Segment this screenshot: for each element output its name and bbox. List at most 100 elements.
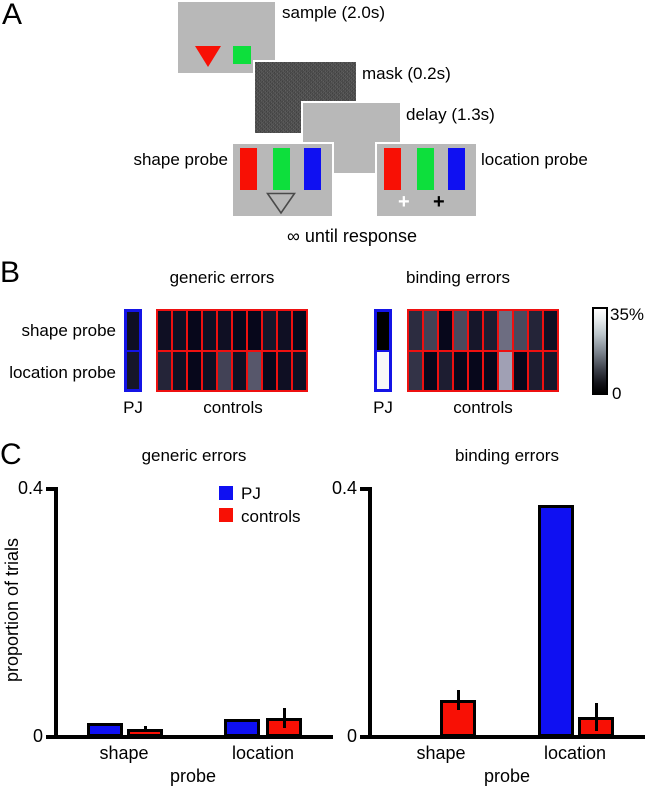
generic-controls-cell-r1c1 xyxy=(173,351,186,390)
sample-screen xyxy=(178,2,275,73)
colorbar xyxy=(592,307,608,395)
generic-controls-cell-r1c7 xyxy=(263,351,276,390)
binding-controls-cell-r1c4 xyxy=(469,351,482,390)
generic-controls-cell-r0c7 xyxy=(263,311,276,350)
generic-pj-cell-r1c0 xyxy=(127,351,139,389)
sample-red-triangle-icon xyxy=(195,46,221,67)
legend-label-controls: controls xyxy=(241,507,301,526)
location-probe-green-bar xyxy=(417,148,434,190)
shape-probe-label: shape probe xyxy=(133,150,228,169)
heatmap-binding-pj-column xyxy=(374,309,392,392)
generic-controls-cell-r1c6 xyxy=(248,351,261,390)
generic-pj-cell-r0c0 xyxy=(127,312,139,350)
binding-controls-cell-r0c9 xyxy=(544,311,557,350)
location-probe-screen: + + xyxy=(377,144,476,216)
generic-controls-cell-r0c3 xyxy=(203,311,216,350)
legend-swatch-pj xyxy=(219,486,233,500)
barchart-generic-title: generic errors xyxy=(141,446,247,465)
right-chart-tick-04 xyxy=(360,487,368,491)
binding-controls-cell-r1c7 xyxy=(514,351,527,390)
generic-controls-cell-r1c8 xyxy=(278,351,291,390)
row-label-shape-probe: shape probe xyxy=(21,321,116,340)
generic-controls-cell-r0c1 xyxy=(173,311,186,350)
row-label-location-probe: location probe xyxy=(9,363,116,382)
right-chart-ytick-top: 0.4 xyxy=(331,478,357,498)
delay-label: delay (1.3s) xyxy=(406,105,495,124)
left-chart-ytick-bottom: 0 xyxy=(32,726,43,746)
legend-label-pj: PJ xyxy=(241,484,261,503)
location-probe-blue-bar xyxy=(448,148,465,190)
chart1-errorbar-controls-location xyxy=(594,703,598,731)
right-chart-xtick-location: location xyxy=(543,743,607,763)
binding-controls-cell-r1c1 xyxy=(424,351,437,390)
binding-controls-cell-r1c6 xyxy=(499,351,512,390)
generic-controls-cell-r1c9 xyxy=(293,351,306,390)
right-chart-ytick-bottom: 0 xyxy=(346,726,357,746)
heatmap-binding-controls-grid xyxy=(407,309,559,392)
binding-controls-cell-r0c5 xyxy=(484,311,497,350)
generic-pj-label: PJ xyxy=(123,398,143,417)
chart0-errorbar-controls-location xyxy=(282,708,286,728)
binding-controls-cell-r0c4 xyxy=(469,311,482,350)
chart0-bar-PJ-shape xyxy=(87,723,123,737)
colorbar-max-label: 35% xyxy=(610,305,645,324)
binding-controls-cell-r0c8 xyxy=(529,311,542,350)
binding-controls-cell-r0c1 xyxy=(424,311,437,350)
chart0-bar-PJ-location xyxy=(224,719,260,737)
heatmap-generic-title: generic errors xyxy=(169,268,275,287)
right-chart-tick-0 xyxy=(360,735,368,739)
panel-a-letter: A xyxy=(2,0,23,31)
legend-swatch-controls xyxy=(219,508,233,522)
generic-controls-cell-r0c5 xyxy=(233,311,246,350)
binding-controls-cell-r1c5 xyxy=(484,351,497,390)
binding-pj-label: PJ xyxy=(373,398,393,417)
shape-probe-red-bar xyxy=(240,148,257,190)
generic-controls-cell-r1c0 xyxy=(158,351,171,390)
generic-controls-cell-r1c4 xyxy=(218,351,231,390)
mask-label: mask (0.2s) xyxy=(362,64,451,83)
left-chart-xlabel: probe xyxy=(169,766,217,786)
shape-probe-screen xyxy=(233,144,332,216)
chart1-bar-PJ-location xyxy=(538,505,574,737)
binding-pj-cell-r0c0 xyxy=(377,312,389,350)
panel-b-letter: B xyxy=(0,256,21,289)
y-axis-label: proportion of trials xyxy=(2,537,22,683)
binding-controls-cell-r0c0 xyxy=(409,311,422,350)
sample-green-square-icon xyxy=(233,46,251,64)
generic-controls-cell-r1c5 xyxy=(233,351,246,390)
location-probe-label: location probe xyxy=(481,150,588,169)
generic-controls-cell-r0c0 xyxy=(158,311,171,350)
right-chart-xtick-shape: shape xyxy=(416,743,466,763)
chart1-errorbar-controls-shape xyxy=(456,690,460,710)
binding-controls-cell-r0c7 xyxy=(514,311,527,350)
binding-controls-cell-r0c3 xyxy=(454,311,467,350)
generic-controls-label: controls xyxy=(203,398,263,417)
right-chart-y-axis xyxy=(368,487,372,738)
panel-c-letter: C xyxy=(0,438,22,471)
binding-controls-cell-r1c2 xyxy=(439,351,452,390)
binding-controls-cell-r0c6 xyxy=(499,311,512,350)
location-probe-red-bar xyxy=(384,148,401,190)
right-chart-xlabel: probe xyxy=(483,766,531,786)
binding-controls-cell-r1c0 xyxy=(409,351,422,390)
generic-controls-cell-r0c9 xyxy=(293,311,306,350)
black-plus-icon: + xyxy=(433,191,445,213)
chart0-errorbar-controls-shape xyxy=(143,726,147,732)
shape-probe-green-bar xyxy=(273,148,290,190)
generic-controls-cell-r0c6 xyxy=(248,311,261,350)
generic-controls-cell-r0c2 xyxy=(188,311,201,350)
left-chart-y-axis xyxy=(54,487,58,738)
binding-pj-cell-r1c0 xyxy=(377,351,389,389)
generic-controls-cell-r0c4 xyxy=(218,311,231,350)
sample-label: sample (2.0s) xyxy=(282,3,385,22)
colorbar-min-label: 0 xyxy=(612,384,622,403)
binding-controls-cell-r0c2 xyxy=(439,311,452,350)
binding-controls-cell-r1c9 xyxy=(544,351,557,390)
heatmap-generic-pj-column xyxy=(124,309,142,392)
generic-controls-cell-r1c3 xyxy=(203,351,216,390)
barchart-binding-title: binding errors xyxy=(455,446,559,465)
generic-controls-cell-r0c8 xyxy=(278,311,291,350)
probe-outline-triangle-icon xyxy=(266,192,296,215)
heatmap-generic-controls-grid xyxy=(156,309,308,392)
